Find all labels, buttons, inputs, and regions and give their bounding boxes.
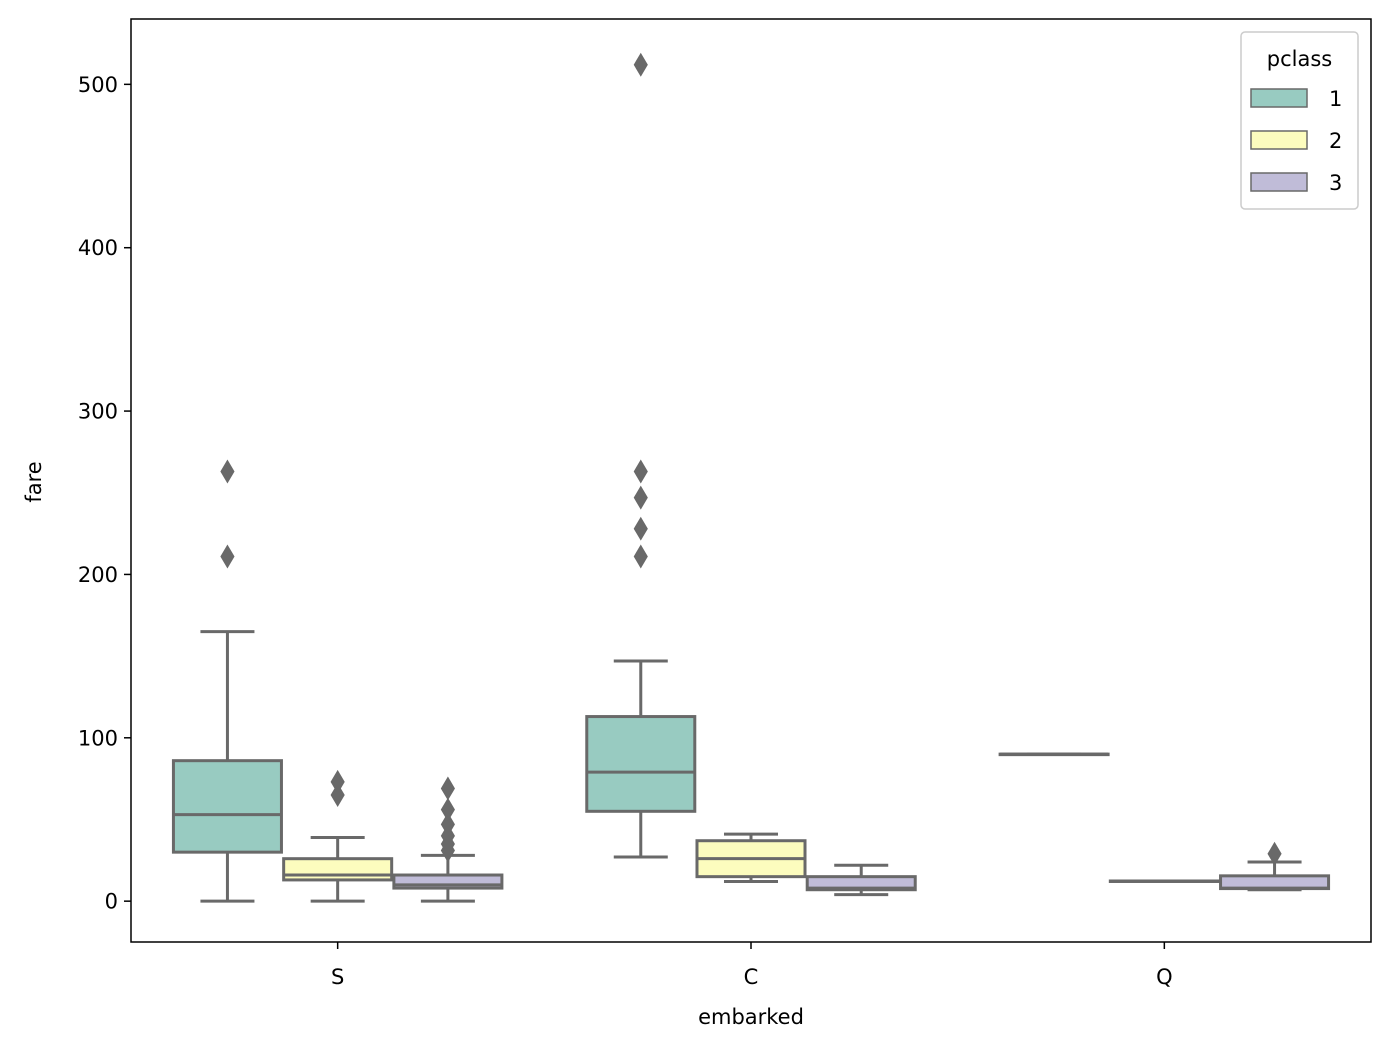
box-Q-pclass-3 bbox=[1219, 841, 1331, 892]
box-S-pclass-1 bbox=[171, 459, 283, 903]
y-axis-title: fare bbox=[22, 461, 46, 502]
box-C-pclass-1 bbox=[585, 52, 697, 859]
box-Q-pclass-1 bbox=[998, 752, 1110, 757]
outlier-point bbox=[1267, 841, 1282, 866]
y-tick-label: 200 bbox=[78, 563, 118, 587]
box-body bbox=[585, 715, 697, 813]
legend-frame bbox=[1240, 31, 1359, 210]
legend: pclass 1 2 3 bbox=[1240, 31, 1359, 210]
outlier-point bbox=[220, 544, 235, 569]
outlier-point bbox=[440, 797, 455, 822]
x-axis-title: embarked bbox=[698, 1005, 804, 1029]
outlier-point bbox=[220, 459, 235, 484]
y-tick-label: 500 bbox=[78, 73, 118, 97]
outlier-point bbox=[440, 812, 455, 837]
outlier-point bbox=[330, 769, 345, 794]
box-S-pclass-3 bbox=[392, 776, 504, 903]
legend-label-2: 2 bbox=[1329, 129, 1342, 153]
y-axis: 0 100 200 300 400 500 bbox=[78, 73, 131, 914]
y-tick-label: 0 bbox=[105, 890, 118, 914]
y-tick-label: 400 bbox=[78, 236, 118, 260]
box-body bbox=[282, 857, 394, 882]
y-tick-label: 100 bbox=[78, 726, 118, 750]
outlier-point bbox=[633, 485, 648, 510]
x-tick-label: Q bbox=[1156, 965, 1173, 989]
legend-label-1: 1 bbox=[1329, 87, 1342, 111]
box-C-pclass-3 bbox=[805, 863, 917, 897]
outlier-point bbox=[633, 516, 648, 541]
outlier-point bbox=[440, 776, 455, 801]
x-tick-label: C bbox=[744, 965, 759, 989]
box-Q-pclass-2 bbox=[1108, 879, 1220, 883]
outlier-point bbox=[633, 52, 648, 77]
legend-label-3: 3 bbox=[1329, 171, 1342, 195]
x-tick-label: S bbox=[331, 965, 344, 989]
outlier-point bbox=[633, 459, 648, 484]
outlier-point bbox=[633, 544, 648, 569]
legend-swatch-3 bbox=[1250, 172, 1308, 192]
box-C-pclass-2 bbox=[695, 832, 807, 884]
legend-swatch-1 bbox=[1250, 88, 1308, 108]
y-tick-label: 300 bbox=[78, 400, 118, 424]
legend-title: pclass bbox=[1267, 47, 1332, 71]
legend-swatch-2 bbox=[1250, 130, 1308, 150]
box-S-pclass-2 bbox=[282, 769, 394, 903]
box-body bbox=[171, 759, 283, 854]
outlier-point bbox=[330, 782, 345, 807]
box-body bbox=[805, 875, 917, 892]
boxes-layer bbox=[171, 52, 1331, 903]
